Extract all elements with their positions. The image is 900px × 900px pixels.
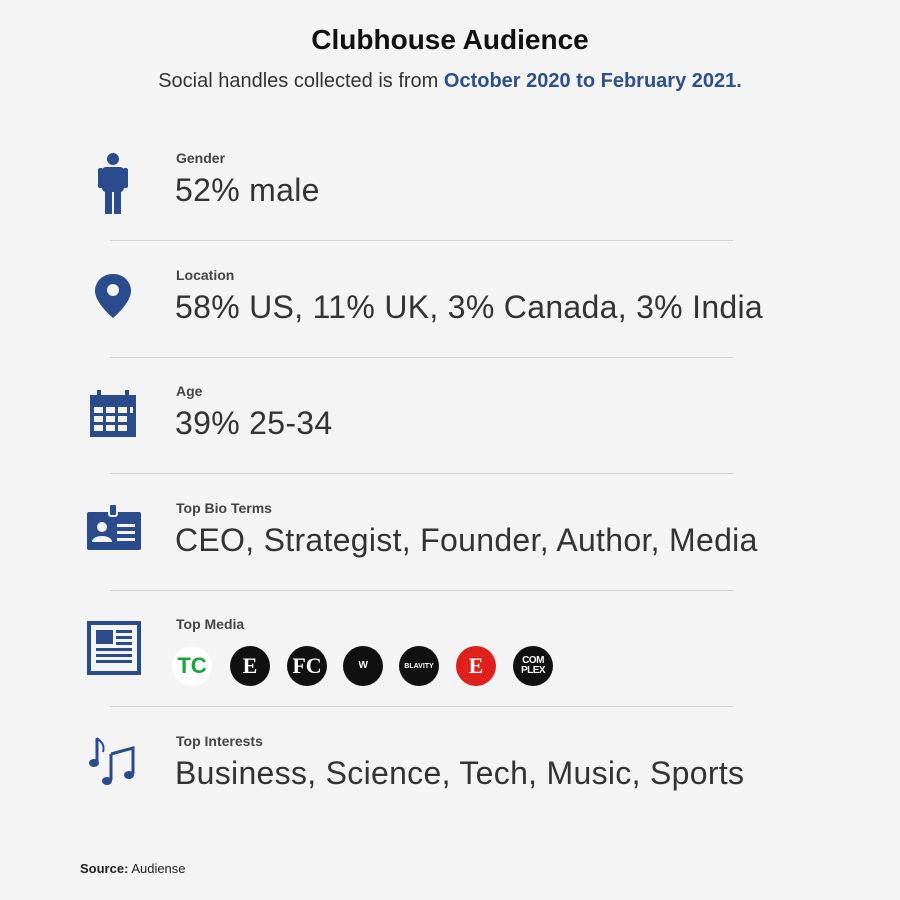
row-value: 39% 25-34 — [175, 405, 333, 441]
logo-text: TC — [177, 653, 207, 678]
row-value: 58% US, 11% UK, 3% Canada, 3% India — [175, 288, 764, 325]
subtitle: Social handles collected is from October… — [0, 70, 900, 93]
newspaper-icon — [87, 621, 141, 675]
row-label: Top Media — [176, 616, 245, 632]
media-logo: BLAVITY — [399, 646, 439, 686]
person-icon — [98, 153, 128, 214]
subtitle-text: Social handles collected is from — [158, 70, 439, 92]
separator — [110, 589, 733, 591]
row-label: Location — [176, 266, 235, 283]
media-logo: W — [343, 646, 383, 686]
media-logo: E — [456, 646, 496, 686]
calendar-icon — [90, 390, 136, 437]
music-icon — [89, 737, 135, 785]
media-logo: COM PLEX — [513, 646, 553, 686]
row-label: Age — [176, 383, 203, 399]
logo-text: W — [358, 660, 368, 671]
logo-text: E — [468, 653, 484, 678]
source: Source: Audiense — [80, 861, 186, 876]
location-icon — [95, 274, 131, 318]
separator — [110, 473, 733, 474]
separator — [110, 240, 733, 241]
row-value: CEO, Strategist, Founder, Author, Media — [175, 521, 758, 558]
row-value: 52% male — [175, 172, 320, 208]
logo-text: BLAVITY — [404, 662, 434, 670]
subtitle-highlight: October 2020 to February 2021. — [443, 70, 742, 92]
row-label: Gender — [176, 150, 226, 166]
logo-text: PLEX — [520, 665, 546, 676]
separator — [110, 706, 733, 707]
title: Clubhouse Audience — [311, 24, 589, 55]
logo-text: COM — [522, 655, 544, 666]
media-logo: E — [230, 646, 270, 686]
row-label: Top Interests — [176, 732, 263, 749]
media-logo: TC — [172, 646, 212, 686]
media-logo: FC — [287, 646, 327, 686]
id-card-icon — [87, 503, 141, 550]
row-value: Business, Science, Tech, Music, Sports — [175, 754, 745, 791]
source-value: Audiense — [131, 861, 186, 876]
logo-text: FC — [292, 653, 322, 678]
row-label: Top Bio Terms — [176, 499, 272, 516]
logo-text: E — [242, 653, 258, 678]
separator — [110, 356, 733, 358]
source-label: Source: — [80, 861, 129, 876]
